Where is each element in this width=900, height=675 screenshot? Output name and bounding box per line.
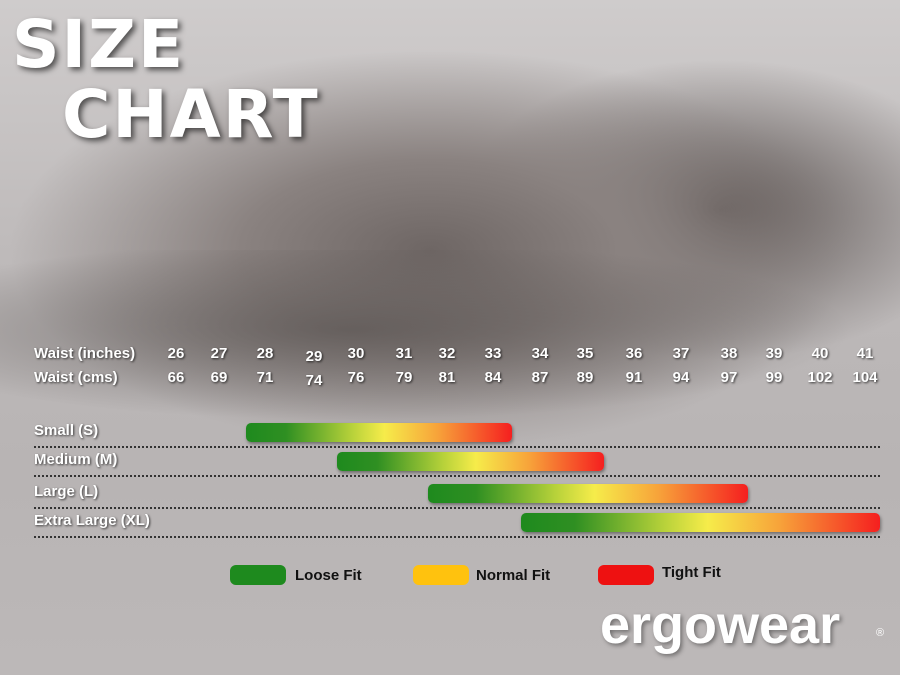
waist-inches-value: 29 bbox=[305, 348, 323, 365]
waist-cms-value: 94 bbox=[672, 369, 690, 386]
title-line-1: SIZE bbox=[12, 6, 186, 83]
waist-inches-value: 41 bbox=[856, 345, 874, 362]
row-divider bbox=[34, 475, 880, 477]
waist-inches-value: 36 bbox=[625, 345, 643, 362]
waist-inches-value: 30 bbox=[347, 345, 365, 362]
size-range-bar bbox=[337, 452, 604, 471]
waist-cms-value: 66 bbox=[167, 369, 185, 386]
waist-cms-value: 69 bbox=[210, 369, 228, 386]
background-photo bbox=[0, 250, 900, 420]
waist-inches-value: 40 bbox=[811, 345, 829, 362]
legend-swatch-tight bbox=[598, 565, 654, 585]
waist-inches-value: 35 bbox=[576, 345, 594, 362]
waist-cms-value: 87 bbox=[531, 369, 549, 386]
waist-inches-value: 33 bbox=[484, 345, 502, 362]
waist-inches-value: 38 bbox=[720, 345, 738, 362]
row-divider bbox=[34, 507, 880, 509]
waist-inches-value: 37 bbox=[672, 345, 690, 362]
registered-mark: ® bbox=[876, 627, 885, 639]
title-line-2: CHART bbox=[62, 76, 320, 153]
waist-cms-value: 91 bbox=[625, 369, 643, 386]
waist-inches-value: 31 bbox=[395, 345, 413, 362]
size-range-bar bbox=[246, 423, 512, 442]
legend-label-tight: Tight Fit bbox=[662, 564, 721, 581]
ergowear-logo: ergowear bbox=[600, 595, 841, 655]
size-label: Extra Large (XL) bbox=[34, 512, 150, 529]
legend-swatch-loose bbox=[230, 565, 286, 585]
legend-label-normal: Normal Fit bbox=[476, 567, 551, 584]
row-divider bbox=[34, 536, 880, 538]
waist-cms-value: 89 bbox=[576, 369, 594, 386]
waist-cms-value: 71 bbox=[256, 369, 274, 386]
size-range-bar bbox=[521, 513, 880, 532]
row-label-inches: Waist (inches) bbox=[34, 345, 136, 362]
row-divider bbox=[34, 446, 880, 448]
size-label: Medium (M) bbox=[34, 451, 118, 468]
waist-inches-value: 27 bbox=[210, 345, 228, 362]
size-label: Small (S) bbox=[34, 422, 99, 439]
waist-cms-value: 84 bbox=[484, 369, 502, 386]
waist-inches-value: 32 bbox=[438, 345, 456, 362]
waist-inches-value: 39 bbox=[765, 345, 783, 362]
legend-swatch-normal bbox=[413, 565, 469, 585]
waist-cms-value: 97 bbox=[720, 369, 738, 386]
waist-cms-value: 76 bbox=[347, 369, 365, 386]
waist-cms-value: 74 bbox=[305, 372, 323, 389]
waist-cms-value: 81 bbox=[438, 369, 456, 386]
size-label: Large (L) bbox=[34, 483, 99, 500]
waist-inches-value: 34 bbox=[531, 345, 549, 362]
size-range-bar bbox=[428, 484, 748, 503]
waist-cms-value: 99 bbox=[765, 369, 783, 386]
row-label-cms: Waist (cms) bbox=[34, 369, 118, 386]
waist-cms-value: 102 bbox=[807, 369, 833, 386]
waist-inches-value: 28 bbox=[256, 345, 274, 362]
waist-cms-value: 104 bbox=[852, 369, 878, 386]
waist-cms-value: 79 bbox=[395, 369, 413, 386]
legend-label-loose: Loose Fit bbox=[295, 567, 362, 584]
waist-inches-value: 26 bbox=[167, 345, 185, 362]
